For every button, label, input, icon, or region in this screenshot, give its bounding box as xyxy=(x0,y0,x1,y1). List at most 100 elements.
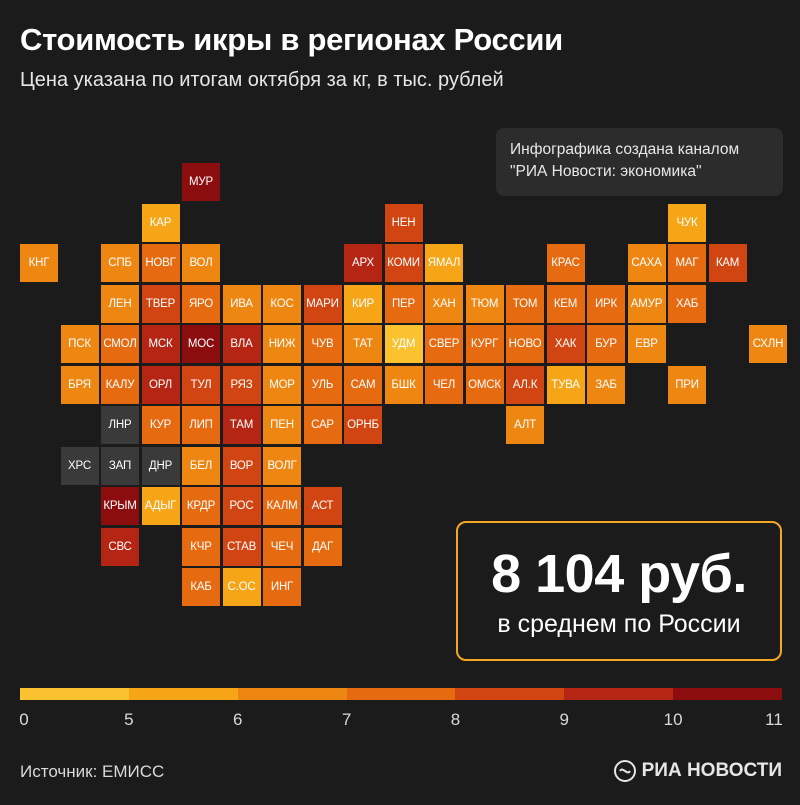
region-tile: АМУР xyxy=(627,284,666,323)
region-tile: КАЛМ xyxy=(263,487,301,525)
legend-swatch xyxy=(346,688,456,700)
region-tile: ОМСК xyxy=(465,365,504,404)
region-tile: ОРНБ xyxy=(344,406,382,444)
region-tile: БРЯ xyxy=(60,365,99,404)
legend-tick-label: 5 xyxy=(124,710,134,729)
region-tile: ПЕН xyxy=(263,406,301,444)
region-tile: МОС xyxy=(182,325,220,363)
region-tile: ХАБ xyxy=(668,284,706,323)
region-tile: КОМИ xyxy=(384,244,423,282)
legend-swatch xyxy=(128,688,239,700)
region-tile: ВОР xyxy=(222,446,261,485)
legend-tick-label: 10 xyxy=(663,710,683,729)
region-tile: ТЮМ xyxy=(465,284,504,323)
legend-tick-label: 9 xyxy=(559,710,570,729)
region-tile: ПЕР xyxy=(384,284,423,323)
tile-map: МУР КАР НЕН ЧУК КНГ СПБ НОВГ ВОЛ АРХ КОМИ ЯМАЛ КРАС… xyxy=(20,163,787,606)
region-tile: БШК xyxy=(384,365,423,404)
region-tile: КУР xyxy=(141,406,180,444)
region-tile: МСК xyxy=(141,325,180,363)
ria-logo-icon xyxy=(613,760,636,782)
chart-subtitle: Цена указана по итогам октября за кг, в … xyxy=(20,69,504,91)
source-note: Источник: ЕМИСС xyxy=(20,762,165,781)
region-tile: РЯЗ xyxy=(222,365,261,404)
ria-logo-text: РИА НОВОСТИ xyxy=(641,760,782,781)
region-tile: ТУЛ xyxy=(182,365,220,404)
region-tile: ЧУВ xyxy=(303,325,342,363)
region-tile: ТОМ xyxy=(506,284,544,323)
region-tile: БЕЛ xyxy=(182,446,220,485)
credit-line-2: "РИА Новости: экономика" xyxy=(510,163,702,180)
region-tile: ИВА xyxy=(222,284,261,323)
region-tile: ТУВА xyxy=(546,365,585,404)
region-tile: С.ОС xyxy=(222,568,261,606)
region-tile: КОС xyxy=(263,284,301,323)
region-tile: ХРС xyxy=(60,446,99,485)
region-tile: АРХ xyxy=(344,244,382,282)
region-tile: УЛЬ xyxy=(303,365,342,404)
region-tile: СТАВ xyxy=(222,527,261,566)
region-tile: ПСК xyxy=(60,325,99,363)
legend-tick-label: 6 xyxy=(232,710,243,729)
legend-tick-label: 0 xyxy=(19,710,29,729)
region-tile: МУР xyxy=(182,163,220,201)
region-tile: КАБ xyxy=(182,568,220,606)
region-tile: СВЕР xyxy=(425,325,463,363)
region-tile: СПБ xyxy=(101,244,139,282)
region-tile: ВОЛ xyxy=(182,244,220,282)
region-tile: РОС xyxy=(222,487,261,525)
region-tile: НИЖ xyxy=(263,325,301,363)
region-tile: ИРК xyxy=(587,284,625,323)
region-tile: АСТ xyxy=(303,487,342,525)
region-tile: КНГ xyxy=(20,244,58,282)
region-tile: БУР xyxy=(587,325,625,363)
region-tile: АДЫГ xyxy=(141,487,180,525)
region-tile: САР xyxy=(303,406,342,444)
region-tile: КАМ xyxy=(708,244,747,282)
region-tile: АЛТ xyxy=(506,406,544,444)
region-tile: КРЫМ xyxy=(101,487,139,525)
region-tile: САХА xyxy=(627,244,666,282)
region-tile: ДНР xyxy=(141,446,180,485)
region-tile: ЗАП xyxy=(101,446,139,485)
region-tile: МАГ xyxy=(668,244,706,282)
region-tile: ДАГ xyxy=(303,527,342,566)
region-tile: ЗАБ xyxy=(587,365,625,404)
legend-swatch xyxy=(564,688,674,700)
legend-tick-label: 7 xyxy=(341,710,352,729)
region-tile: КЕМ xyxy=(546,284,585,323)
region-tile: МОР xyxy=(263,365,301,404)
region-tile: КИР xyxy=(344,284,382,323)
region-tile: ЯРО xyxy=(182,284,220,323)
legend-tick-label: 8 xyxy=(450,710,461,729)
region-tile: ЧЕЧ xyxy=(263,527,301,566)
region-tile: ХАН xyxy=(425,284,463,323)
region-tile: АЛ.К xyxy=(506,365,544,404)
color-legend: 0 5 6 7 8 9 10 11 xyxy=(0,688,800,738)
region-tile: СМОЛ xyxy=(101,325,139,363)
region-tile: ОРЛ xyxy=(141,365,180,404)
region-tile: МАРИ xyxy=(303,284,342,323)
region-tile: КАЛУ xyxy=(101,365,139,404)
credit-line-1: Инфографика создана каналом xyxy=(510,141,740,158)
legend-swatch xyxy=(455,688,565,700)
region-tile: НОВГ xyxy=(141,244,180,282)
region-tile: КРАС xyxy=(546,244,585,282)
average-price-box: 8 104 руб. в среднем по России xyxy=(456,521,782,661)
average-price-value: 8 104 руб. xyxy=(491,544,747,604)
region-tile: ТВЕР xyxy=(141,284,180,323)
legend-swatch xyxy=(20,688,130,700)
region-tile: СВС xyxy=(101,527,139,566)
region-tile: ТАТ xyxy=(344,325,382,363)
region-tile: УДМ xyxy=(384,325,423,363)
region-tile: ЯМАЛ xyxy=(425,244,463,282)
region-tile: ПРИ xyxy=(668,365,706,404)
region-tile: КЧР xyxy=(182,527,220,566)
legend-swatch xyxy=(237,688,348,700)
legend-swatch xyxy=(673,688,783,700)
region-tile: КРДР xyxy=(182,487,220,525)
credit-box: Инфографика создана каналом "РИА Новости… xyxy=(496,128,783,196)
region-tile: ЛНР xyxy=(101,406,139,444)
region-tile: ВЛА xyxy=(222,325,261,363)
region-tile: ЛИП xyxy=(182,406,220,444)
